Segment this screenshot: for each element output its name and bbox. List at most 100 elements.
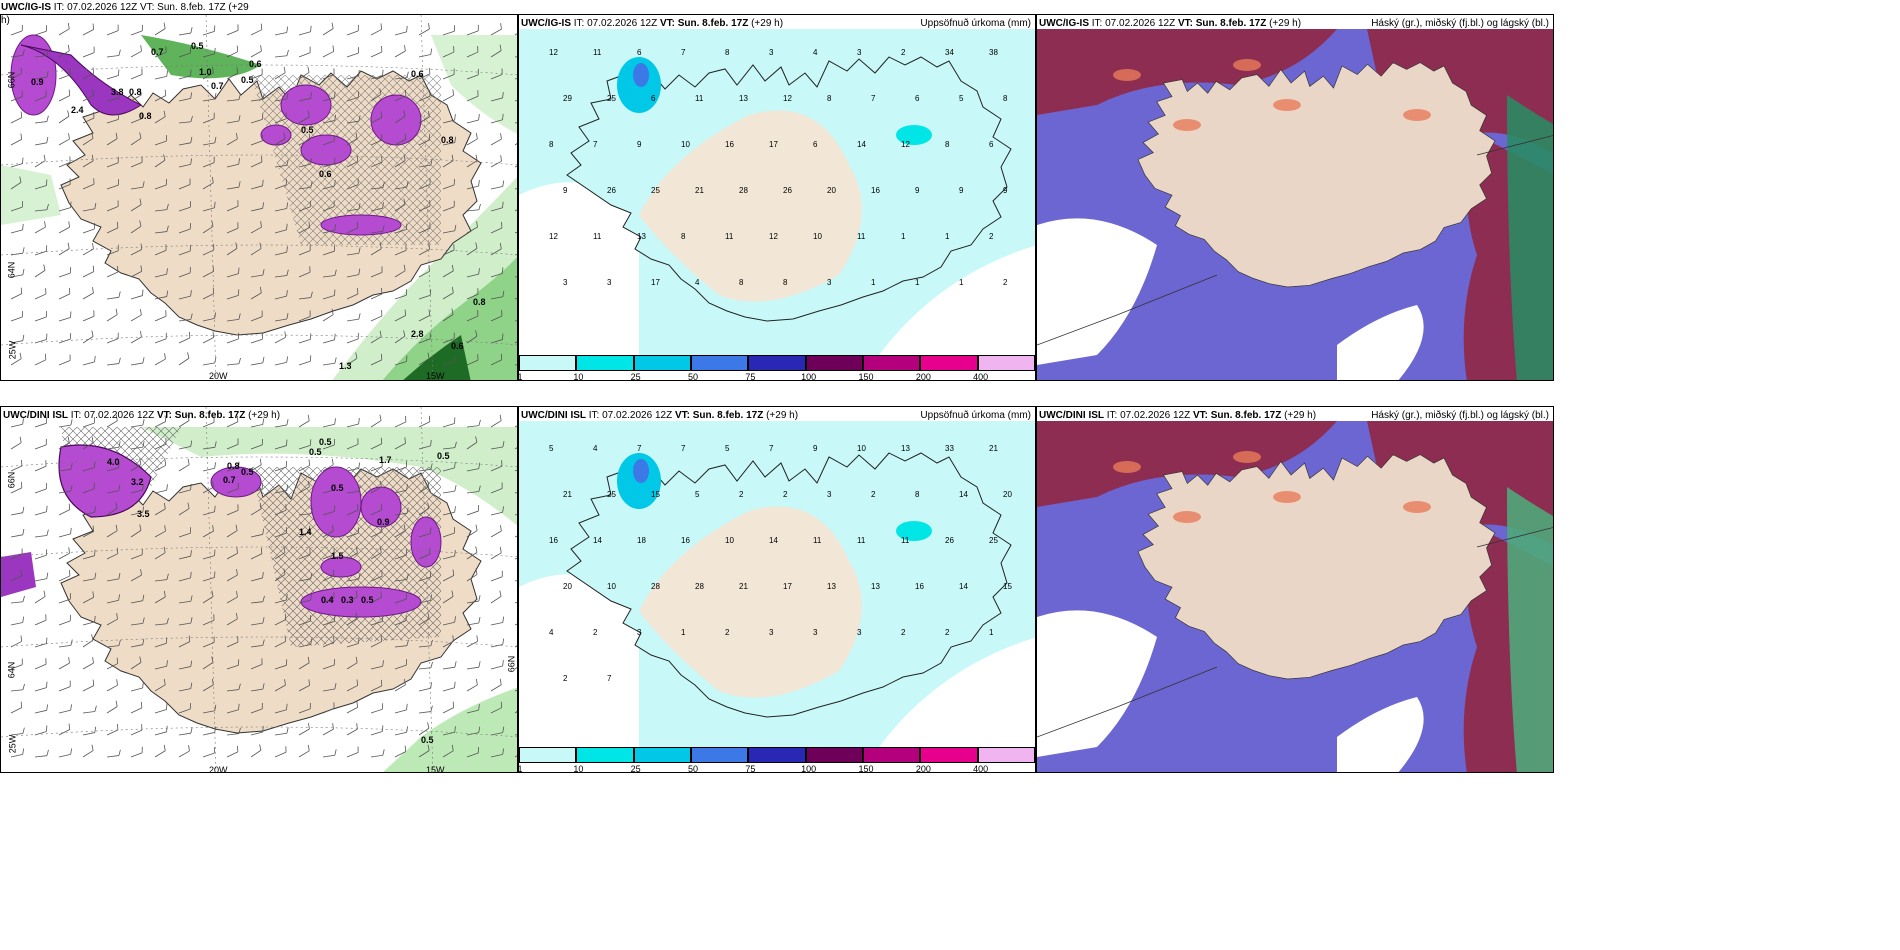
precip-value: 8 bbox=[827, 94, 832, 103]
precip-colorbar-ticks: 1 10 25 50 75 100 150 200 400 bbox=[519, 372, 1035, 381]
precip-value: 3 bbox=[637, 628, 642, 637]
contour-label: 0.5 bbox=[301, 125, 314, 135]
precip-value: 4 bbox=[813, 48, 818, 57]
colorbar-cell bbox=[862, 355, 921, 371]
colorbar-tick-label: 100 bbox=[801, 372, 817, 381]
contour-label: 0.8 bbox=[473, 297, 486, 307]
colorbar-cell bbox=[748, 747, 806, 763]
colorbar-tick-label: 50 bbox=[687, 764, 699, 773]
precip-value: 5 bbox=[549, 444, 554, 453]
precip-value: 8 bbox=[549, 140, 554, 149]
precip-value: 2 bbox=[1003, 278, 1008, 287]
precip-value: 25 bbox=[607, 94, 616, 103]
colorbar-cell bbox=[805, 355, 863, 371]
precip-value: 16 bbox=[871, 186, 880, 195]
panel-title-top-mid: UWC/IG-IS IT: 07.02.2026 12Z VT: Sun. 8.… bbox=[521, 18, 783, 30]
precip-value: 7 bbox=[769, 444, 774, 453]
colorbar-cell bbox=[519, 355, 577, 371]
precip-value: 11 bbox=[593, 232, 602, 241]
precip-value: 2 bbox=[593, 628, 598, 637]
precip-value: 3 bbox=[827, 490, 832, 499]
contour-label: 3.5 bbox=[137, 509, 150, 519]
precip-value: 21 bbox=[989, 444, 998, 453]
contour-label: 0.9 bbox=[377, 517, 390, 527]
contour-labels: 0.7 0.5 0.6 0.9 1.0 0.7 0.5 0.6 2.4 3.8 0.8 0.8 0.8 2… bbox=[31, 41, 486, 371]
precip-value: 11 bbox=[725, 232, 734, 241]
colorbar-cell bbox=[633, 747, 691, 763]
precip-value: 25 bbox=[651, 186, 660, 195]
contour-label: 0.5 bbox=[319, 437, 332, 447]
field-title: Háský (gr.), miðský (fj.bl.) og lágský (… bbox=[1371, 410, 1549, 421]
precip-value: 14 bbox=[959, 582, 968, 591]
colorbar-cell bbox=[920, 747, 978, 763]
contour-label: 0.6 bbox=[451, 341, 464, 351]
init-time: IT: 07.02.2026 12Z bbox=[1089, 18, 1178, 29]
precip-colorbar bbox=[519, 355, 1035, 371]
precip-value: 12 bbox=[783, 94, 792, 103]
precip-value: 8 bbox=[739, 278, 744, 287]
precip-value: 18 bbox=[637, 536, 646, 545]
lon-label-15w: 15W bbox=[426, 765, 445, 773]
model-name: UWC/DINI ISL bbox=[521, 410, 586, 421]
contour-label: 0.8 bbox=[129, 87, 142, 97]
valid-time: VT: Sun. 8.feb. 17Z bbox=[1177, 18, 1267, 29]
precip-value: 33 bbox=[945, 444, 954, 453]
precip-value: 10 bbox=[813, 232, 822, 241]
precip-value: 3 bbox=[827, 278, 832, 287]
precip-value: 38 bbox=[989, 48, 998, 57]
precip-value: 9 bbox=[637, 140, 642, 149]
model-name: UWC/DINI ISL bbox=[3, 410, 68, 421]
colorbar-tick-label: 150 bbox=[858, 764, 874, 773]
colorbar-cell bbox=[862, 747, 921, 763]
lon-label-20w: 20W bbox=[209, 765, 228, 773]
colorbar-tick-label: 1 bbox=[519, 764, 523, 772]
colorbar-tick-label: 50 bbox=[687, 372, 699, 381]
precip-value: 11 bbox=[593, 48, 602, 57]
panel-bot-left-wind-map: UWC/DINI ISL IT: 07.02.2026 12Z VT: Sun.… bbox=[0, 406, 518, 773]
precip-value: 17 bbox=[651, 278, 660, 287]
precip-value: 2 bbox=[783, 490, 788, 499]
precip-value: 5 bbox=[695, 490, 700, 499]
colorbar-cell bbox=[576, 747, 634, 763]
precip-value: 1 bbox=[945, 232, 950, 241]
precip-value: 12 bbox=[901, 140, 910, 149]
precip-value: 4 bbox=[695, 278, 700, 287]
precip-value: 5 bbox=[959, 94, 964, 103]
colorbar-tick-label: 75 bbox=[745, 764, 756, 773]
lat-label-64n: 64N bbox=[6, 661, 17, 679]
cloud-cover-map bbox=[1037, 421, 1553, 772]
precip-value: 2 bbox=[901, 48, 906, 57]
panel-top-left-wind-map: 0.7 0.5 0.6 0.9 1.0 0.7 0.5 0.6 2.4 3.8 0.8 0.8 0.8 2… bbox=[0, 14, 518, 381]
contour-labels: 0.50.51.7 0.54.03.23.50.80.70.51.40.91.50… bbox=[107, 437, 450, 745]
precip-value: 7 bbox=[681, 444, 686, 453]
precip-value: 3 bbox=[857, 628, 862, 637]
precip-value: 15 bbox=[651, 490, 660, 499]
precip-value: 9 bbox=[563, 186, 568, 195]
precip-value: 1 bbox=[959, 278, 964, 287]
wind-barbs bbox=[10, 414, 517, 758]
colorbar-tick-label: 10 bbox=[573, 372, 584, 381]
precip-value: 13 bbox=[827, 582, 836, 591]
panel-title-top-left-cont: h) bbox=[1, 15, 10, 27]
precip-value: 11 bbox=[857, 536, 866, 545]
lead-hours: (+29 h) bbox=[1266, 18, 1302, 29]
precip-value: 1 bbox=[915, 278, 920, 287]
colorbar-tick-label: 1 bbox=[519, 372, 523, 380]
precip-value: 1 bbox=[871, 278, 876, 287]
field-title: Háský (gr.), miðský (fj.bl.) og lágský (… bbox=[1371, 18, 1549, 29]
contour-label: 0.5 bbox=[191, 41, 204, 51]
precip-value: 16 bbox=[681, 536, 690, 545]
precip-value: 11 bbox=[901, 536, 910, 545]
precip-value: 34 bbox=[945, 48, 954, 57]
precip-value: 26 bbox=[607, 186, 616, 195]
precip-value: 7 bbox=[637, 444, 642, 453]
lon-label-15w: 15W bbox=[426, 371, 445, 381]
precip-value: 10 bbox=[857, 444, 866, 453]
precip-value: 12 bbox=[769, 232, 778, 241]
panel-bot-right-cloud-map: UWC/DINI ISL IT: 07.02.2026 12Z VT: Sun.… bbox=[1036, 406, 1554, 773]
valid-time: VT: Sun. 8.feb. 17Z bbox=[156, 410, 246, 421]
graticule bbox=[1, 15, 517, 380]
precip-value: 3 bbox=[563, 278, 568, 287]
lat-label-66n-right: 66N bbox=[506, 655, 517, 673]
contour-label: 1.7 bbox=[379, 455, 392, 465]
